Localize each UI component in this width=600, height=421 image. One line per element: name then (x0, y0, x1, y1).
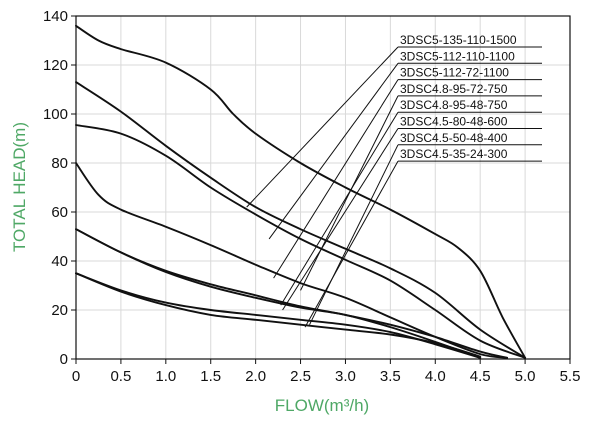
y-tick-label-2: 40 (51, 253, 68, 270)
leader-line-2 (268, 63, 399, 240)
x-tick-label-11: 5.5 (560, 368, 581, 385)
series-line-6 (75, 228, 482, 359)
leader-line-5 (280, 111, 399, 306)
x-tick-label-9: 4.5 (470, 368, 491, 385)
x-tick-label-2: 1.0 (155, 368, 176, 385)
series-line-5 (75, 228, 509, 359)
y-axis-ticks: 0 20 40 60 80 100 120 140 (43, 8, 76, 368)
x-tick-label-5: 2.5 (290, 368, 311, 385)
leader-line-3 (273, 79, 399, 279)
plot-frame (75, 15, 571, 360)
x-tick-label-10: 5.0 (515, 368, 536, 385)
y-tick-label-6: 120 (43, 57, 68, 74)
series-line-2 (75, 81, 527, 359)
y-tick-label-7: 140 (43, 8, 68, 25)
series-line-1 (75, 24, 527, 359)
x-tick-label-1: 0.5 (110, 368, 131, 385)
leader-line-6 (282, 128, 399, 311)
x-tick-label-7: 3.5 (380, 368, 401, 385)
x-tick-label-8: 4.0 (425, 368, 446, 385)
x-axis-title: FLOW(m³/h) (275, 396, 369, 415)
x-axis-ticks: 0 0.5 1.0 1.5 2.0 2.5 3.0 3.5 4.0 4.5 5.0 5.5 (72, 359, 581, 385)
legend-label-3: 3DSC5-112-72-1100 (400, 66, 509, 80)
x-tick-label-0: 0 (72, 368, 80, 385)
legend-label-4: 3DSC4.8-95-72-750 (400, 82, 508, 96)
leader-line-8 (304, 160, 399, 328)
y-axis-title: TOTAL HEAD(m) (10, 122, 29, 252)
y-tick-label-1: 20 (51, 302, 68, 319)
axes (75, 15, 571, 360)
legend-label-2: 3DSC5-112-110-1100 (400, 49, 515, 63)
performance-curves (75, 24, 527, 359)
y-tick-label-5: 100 (43, 106, 68, 123)
legend: 3DSC5-135-110-1500 3DSC5-112-110-1100 3DSC… (398, 33, 542, 162)
legend-label-7: 3DSC4.5-50-48-400 (400, 131, 508, 145)
y-tick-label-4: 80 (51, 155, 68, 172)
legend-label-8: 3DSC4.5-35-24-300 (400, 147, 508, 161)
legend-label-5: 3DSC4.8-95-48-750 (400, 98, 508, 112)
legend-leader-lines (246, 46, 399, 328)
legend-label-1: 3DSC5-135-110-1500 (400, 33, 517, 47)
leader-line-1 (246, 46, 399, 208)
x-tick-label-6: 3.0 (335, 368, 356, 385)
legend-label-6: 3DSC4.5-80-48-600 (400, 115, 508, 129)
series-line-7 (75, 272, 482, 359)
series-line-3 (75, 124, 527, 359)
y-tick-label-0: 0 (60, 351, 68, 368)
x-tick-label-3: 1.5 (200, 368, 221, 385)
y-tick-label-3: 60 (51, 204, 68, 221)
series-line-8 (75, 272, 482, 358)
x-tick-label-4: 2.0 (245, 368, 266, 385)
leader-line-7 (309, 144, 399, 325)
